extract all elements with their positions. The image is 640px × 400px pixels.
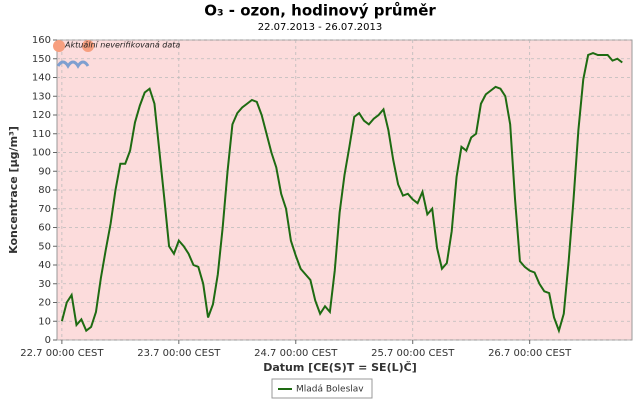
x-tick-label: 22.7 00:00 CEST — [20, 348, 104, 359]
plot-area: 0 10 20 30 40 50 60 70 80 90 100 110 120 130 140 150 160… — [20, 35, 633, 359]
y-tick-label: 150 — [32, 54, 51, 65]
y-tick-label: 110 — [32, 129, 51, 140]
legend: Mladá Boleslav — [278, 385, 364, 395]
chart-title: O₃ - ozon, hodinový průměr — [204, 2, 436, 20]
y-tick-label: 30 — [38, 279, 51, 290]
y-axis-label: Koncentrace [µg/m³] — [7, 126, 20, 254]
x-tick-label: 23.7 00:00 CEST — [137, 348, 221, 359]
x-tick-label: 26.7 00:00 CEST — [488, 348, 572, 359]
y-tick-label: 130 — [32, 91, 51, 102]
x-axis-label: Datum [CE(S)T = SE(L)Č] — [263, 361, 417, 374]
y-tick-label: 90 — [38, 166, 51, 177]
icon — [53, 40, 65, 52]
y-tick-label: 120 — [32, 110, 51, 121]
y-tick-label: 50 — [38, 241, 51, 252]
data-line — [60, 52, 623, 334]
y-tick-label: 60 — [38, 223, 51, 234]
y-tick-label: 20 — [38, 298, 51, 309]
y-tick-label: 10 — [38, 316, 51, 327]
chart-subtitle: 22.07.2013 - 26.07.2013 — [258, 22, 382, 33]
icon — [56, 60, 90, 69]
y-tick-label: 160 — [32, 35, 51, 46]
y-tick-label: 100 — [32, 148, 51, 159]
plot-background — [56, 39, 633, 341]
y-tick-label: 0 — [45, 335, 51, 346]
y-tick-label: 40 — [38, 260, 51, 271]
annotation: Aktuální neverifikovaná data — [64, 41, 180, 50]
x-tick-label: 24.7 00:00 CEST — [254, 348, 338, 359]
legend-box — [271, 378, 373, 399]
y-tick-label: 80 — [38, 185, 51, 196]
y-tick-label: 140 — [32, 73, 51, 84]
y-tick-label: 70 — [38, 204, 51, 215]
x-tick-label: 25.7 00:00 CEST — [371, 348, 455, 359]
icon — [82, 40, 94, 52]
status-icons — [53, 40, 94, 69]
legend-label: Mladá Boleslav — [296, 385, 364, 395]
